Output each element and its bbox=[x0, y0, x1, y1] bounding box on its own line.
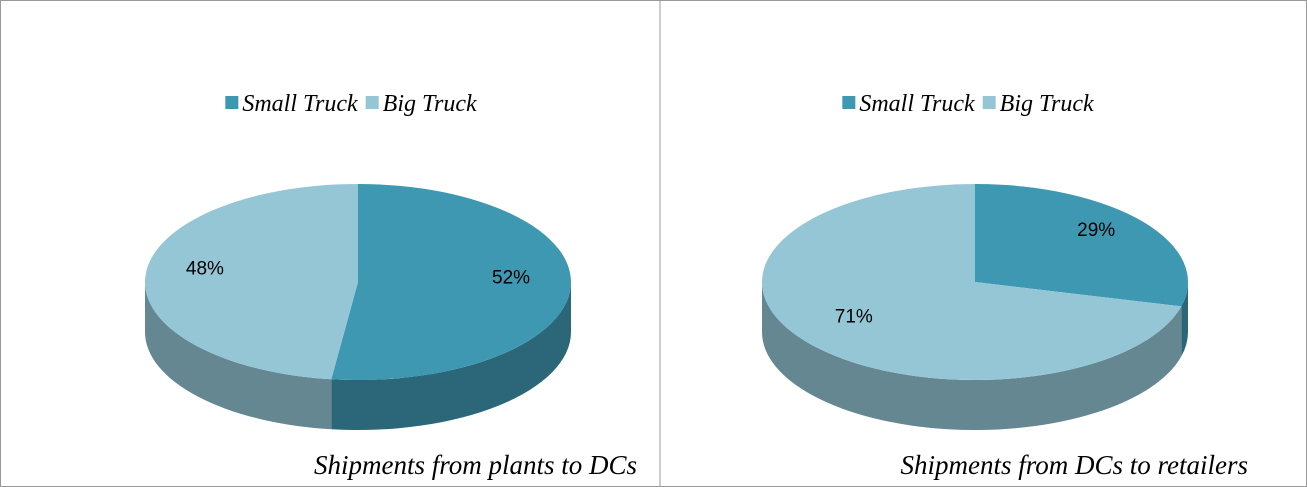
caption: Shipments from DCs to retailers bbox=[900, 450, 1248, 480]
legend-label: Big Truck bbox=[1000, 91, 1094, 117]
pie-side bbox=[145, 282, 332, 430]
legend-swatch bbox=[982, 96, 996, 109]
data-label: 71% bbox=[835, 306, 873, 327]
data-label: 48% bbox=[186, 259, 224, 280]
legend-swatch bbox=[225, 96, 239, 109]
caption: Shipments from plants to DCs bbox=[314, 450, 637, 480]
pie-side bbox=[331, 282, 571, 430]
pie-slice bbox=[762, 184, 1182, 380]
pie-slice bbox=[331, 184, 571, 380]
legend-label: Big Truck bbox=[383, 91, 477, 117]
pie-slice bbox=[144, 184, 358, 380]
legend-label: Small Truck bbox=[242, 91, 358, 117]
data-label: 29% bbox=[1077, 220, 1115, 241]
pie-side bbox=[762, 282, 1182, 431]
pie-side bbox=[1181, 282, 1188, 357]
legend-swatch bbox=[842, 96, 856, 109]
pie-slice bbox=[975, 184, 1188, 307]
legend-label: Small Truck bbox=[859, 91, 975, 117]
data-label: 52% bbox=[492, 267, 530, 288]
legend-swatch bbox=[365, 96, 379, 109]
